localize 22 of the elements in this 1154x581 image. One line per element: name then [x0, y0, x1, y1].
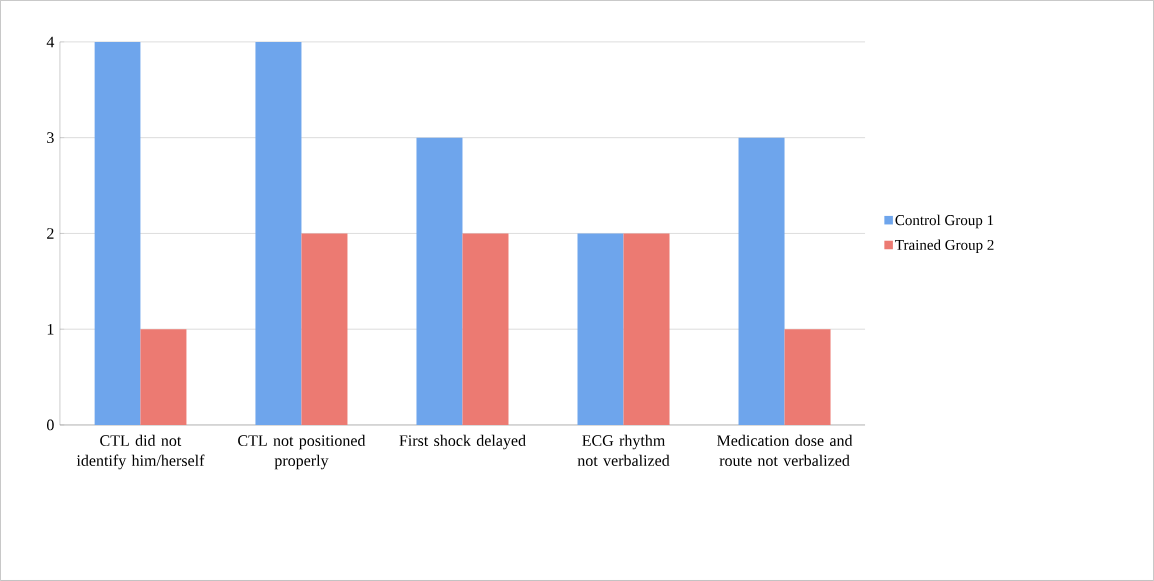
bar: [623, 233, 670, 426]
x-tick-label: Medication dose and route not verbalized: [717, 434, 853, 467]
x-tick-label: CTL not positioned properly: [238, 434, 366, 470]
bar: [784, 329, 831, 426]
bar: [577, 233, 624, 426]
y-tick-label: 4: [46, 36, 55, 48]
y-tick-label: 2: [47, 228, 54, 239]
y-tick-label: 0: [47, 419, 54, 431]
bar: [738, 137, 785, 426]
x-tick-label: CTL did not identify him/herself: [76, 434, 205, 470]
bar: [416, 137, 463, 426]
legend-label: Trained Group 2: [895, 239, 994, 254]
bar: [94, 41, 141, 426]
y-tick-label: 1: [47, 323, 54, 335]
y-tick-label: 3: [47, 132, 54, 144]
bar: [140, 329, 187, 426]
x-tick-label: First shock delayed: [399, 434, 526, 450]
x-tick-label: ECG rhythm not verbalized: [577, 434, 670, 467]
bar: [255, 41, 302, 426]
bar: [301, 233, 348, 426]
legend-label: Control Group 1: [895, 214, 994, 229]
bar: [462, 233, 509, 426]
